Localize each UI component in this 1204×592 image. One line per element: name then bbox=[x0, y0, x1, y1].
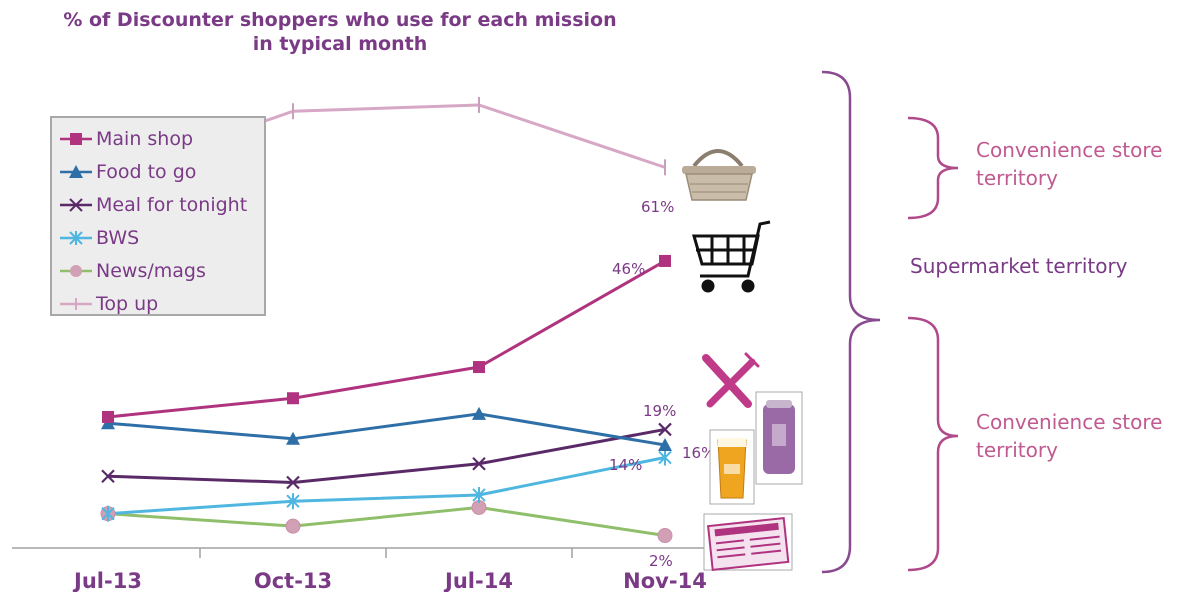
data-label-end: 46% bbox=[612, 260, 645, 278]
data-point-main-shop bbox=[659, 254, 671, 267]
data-label-end: 2% bbox=[649, 552, 673, 570]
legend-swatch-news-mags bbox=[60, 264, 92, 277]
series-markers bbox=[100, 96, 673, 544]
drink-can-icon bbox=[755, 391, 803, 485]
data-point-main-shop bbox=[287, 392, 299, 405]
shopping-cart-icon bbox=[692, 220, 771, 293]
series-line-main-shop bbox=[107, 259, 666, 419]
annotation-convenience-bottom: Convenience store territory bbox=[976, 408, 1162, 464]
series-lines bbox=[107, 103, 666, 538]
chart-legend: Main shop Food to go Meal for tonight BW… bbox=[50, 116, 266, 316]
x-tick-label: Oct-13 bbox=[254, 569, 332, 592]
series-line-bws bbox=[107, 456, 666, 516]
data-point-bws bbox=[101, 505, 115, 522]
legend-label: Meal for tonight bbox=[96, 193, 248, 216]
data-point-meal-for-tonight bbox=[658, 422, 672, 437]
legend-label: Main shop bbox=[96, 127, 194, 150]
data-label-end: 61% bbox=[641, 198, 674, 216]
brace-convenience-bottom bbox=[907, 316, 959, 572]
data-point-news-mags bbox=[657, 528, 673, 544]
brace-convenience-top bbox=[907, 116, 959, 220]
data-point-food-to-go bbox=[658, 438, 672, 452]
data-label-end: 14% bbox=[609, 456, 642, 474]
data-point-main-shop bbox=[102, 410, 114, 423]
legend-item-food-to-go: Food to go bbox=[58, 155, 264, 188]
legend-swatch-meal-for-tonight bbox=[60, 197, 92, 212]
data-point-meal-for-tonight bbox=[472, 456, 486, 471]
data-point-bws bbox=[286, 493, 300, 510]
data-point-meal-for-tonight bbox=[286, 475, 300, 490]
data-point-news-mags bbox=[285, 518, 301, 534]
legend-swatch-top-up bbox=[60, 297, 92, 310]
data-point-meal-for-tonight bbox=[101, 469, 115, 484]
annotation-convenience-top: Convenience store territory bbox=[976, 136, 1162, 192]
shopping-basket-icon bbox=[682, 149, 756, 201]
chart-title-line-2: in typical month bbox=[252, 33, 428, 55]
series-line-news-mags bbox=[107, 505, 666, 538]
x-axis-ticks bbox=[199, 548, 573, 558]
legend-swatch-main-shop bbox=[60, 132, 92, 145]
x-axis-tick-labels: Jul-13 Oct-13 Jul-14 Nov-14 bbox=[72, 569, 707, 592]
legend-item-main-shop: Main shop bbox=[58, 122, 264, 155]
x-tick-label: Nov-14 bbox=[623, 569, 707, 592]
legend-label: BWS bbox=[96, 226, 140, 249]
legend-label: Top up bbox=[96, 292, 159, 315]
series-line-food-to-go bbox=[107, 412, 666, 447]
legend-item-bws: BWS bbox=[58, 221, 264, 254]
data-point-food-to-go bbox=[472, 406, 486, 420]
chart-title: % of Discounter shoppers who use for eac… bbox=[40, 8, 640, 56]
x-tick-label: Jul-13 bbox=[72, 569, 142, 592]
annotation-line: Convenience store bbox=[976, 138, 1163, 162]
legend-label: News/mags bbox=[96, 259, 206, 282]
data-label-end: 16% bbox=[682, 444, 715, 462]
series-line-meal-for-tonight bbox=[107, 427, 666, 484]
annotation-line: Supermarket territory bbox=[910, 254, 1128, 278]
annotation-line: territory bbox=[976, 166, 1058, 190]
legend-item-top-up: Top up bbox=[58, 287, 264, 320]
annotation-line: territory bbox=[976, 438, 1058, 462]
legend-item-meal-for-tonight: Meal for tonight bbox=[58, 188, 264, 221]
data-label-end: 19% bbox=[643, 402, 676, 420]
brace-supermarket bbox=[821, 70, 881, 574]
legend-label: Food to go bbox=[96, 160, 197, 183]
data-labels: 46% 16% 19% 14% 2% 61% bbox=[609, 198, 715, 570]
legend-swatch-food-to-go bbox=[60, 164, 92, 178]
beer-glass-icon bbox=[709, 429, 755, 505]
data-point-bws bbox=[472, 486, 486, 503]
knife-fork-icon bbox=[702, 352, 760, 408]
legend-item-news-mags: News/mags bbox=[58, 254, 264, 287]
data-point-bws bbox=[658, 449, 672, 466]
data-point-main-shop bbox=[473, 361, 485, 374]
annotation-line: Convenience store bbox=[976, 410, 1163, 434]
legend-swatch-bws bbox=[60, 230, 92, 245]
data-point-food-to-go bbox=[286, 431, 300, 445]
annotation-supermarket: Supermarket territory bbox=[910, 252, 1128, 280]
chart-title-line-1: % of Discounter shoppers who use for eac… bbox=[63, 9, 617, 31]
x-tick-label: Jul-14 bbox=[443, 569, 513, 592]
newspaper-icon bbox=[703, 513, 793, 571]
